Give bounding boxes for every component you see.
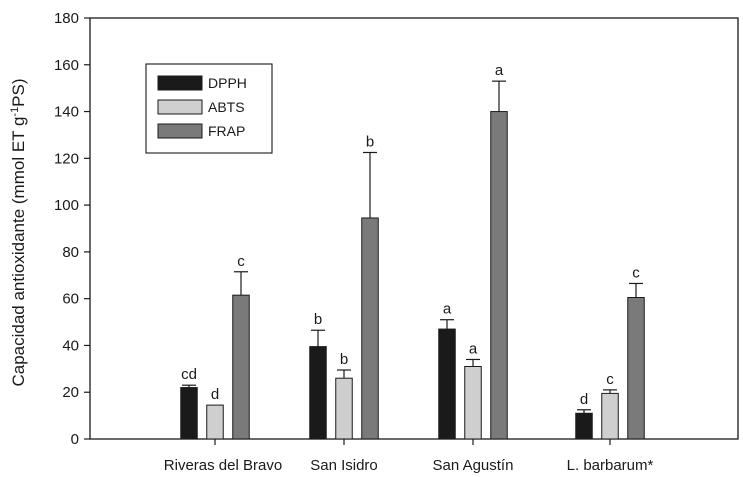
legend-label-frap: FRAP bbox=[208, 123, 245, 139]
legend-swatch-frap bbox=[157, 123, 203, 139]
significance-label: a bbox=[443, 301, 452, 318]
y-tick-label: 120 bbox=[54, 150, 79, 167]
significance-label: c bbox=[632, 264, 640, 281]
bar-frap-3 bbox=[490, 111, 508, 440]
y-tick-label: 0 bbox=[71, 431, 79, 448]
significance-label: b bbox=[314, 311, 322, 328]
bar-frap-4 bbox=[627, 296, 645, 440]
significance-label: b bbox=[340, 351, 348, 368]
significance-label: b bbox=[366, 133, 374, 150]
y-axis-ticks: 0 20 40 60 80 100 120 140 160 180 bbox=[54, 10, 90, 448]
significance-label: d bbox=[211, 386, 219, 403]
bar-dpph-4 bbox=[575, 412, 593, 440]
legend-swatch-dpph bbox=[157, 75, 203, 91]
y-axis-title: Capacidad antioxidante (mmol ET g-1PS) bbox=[9, 78, 28, 386]
significance-label: a bbox=[495, 62, 504, 79]
x-tick-label: L. barbarum* bbox=[567, 457, 654, 474]
plot-frame bbox=[89, 17, 739, 440]
y-tick-label: 180 bbox=[54, 10, 79, 27]
significance-label: c bbox=[237, 253, 245, 270]
y-tick-label: 100 bbox=[54, 197, 79, 214]
y-tick-label: 140 bbox=[54, 104, 79, 121]
y-tick-label: 60 bbox=[62, 291, 79, 308]
x-tick-label: San Agustín bbox=[433, 457, 514, 474]
legend-label-dpph: DPPH bbox=[208, 75, 247, 91]
bar-frap-1 bbox=[232, 294, 250, 440]
plot-area-border bbox=[89, 17, 739, 440]
bar-abts-1 bbox=[206, 404, 224, 440]
x-tick-label: San Isidro bbox=[310, 457, 378, 474]
legend-label-abts: ABTS bbox=[208, 99, 245, 115]
legend-swatch-abts bbox=[157, 99, 203, 115]
bar-abts-4 bbox=[601, 392, 619, 440]
bar-dpph-2 bbox=[309, 346, 327, 440]
significance-label: cd bbox=[181, 366, 197, 383]
bar-frap-2 bbox=[361, 217, 379, 440]
y-tick-label: 80 bbox=[62, 244, 79, 261]
bar-dpph-3 bbox=[438, 328, 456, 440]
bar-dpph-1 bbox=[180, 387, 198, 440]
bar-abts-3 bbox=[464, 365, 482, 440]
x-axis-ticks: Riveras del Bravo San Isidro San Agustín L.… bbox=[164, 439, 654, 474]
y-tick-label: 160 bbox=[54, 57, 79, 74]
significance-label: a bbox=[469, 340, 478, 357]
y-tick-label: 40 bbox=[62, 337, 79, 354]
bar-abts-2 bbox=[335, 377, 353, 440]
x-tick-label: Riveras del Bravo bbox=[164, 457, 282, 474]
legend: DPPH ABTS FRAP bbox=[145, 63, 273, 154]
y-tick-label: 20 bbox=[62, 384, 79, 401]
significance-label: d bbox=[580, 391, 588, 408]
significance-label: c bbox=[606, 371, 614, 388]
